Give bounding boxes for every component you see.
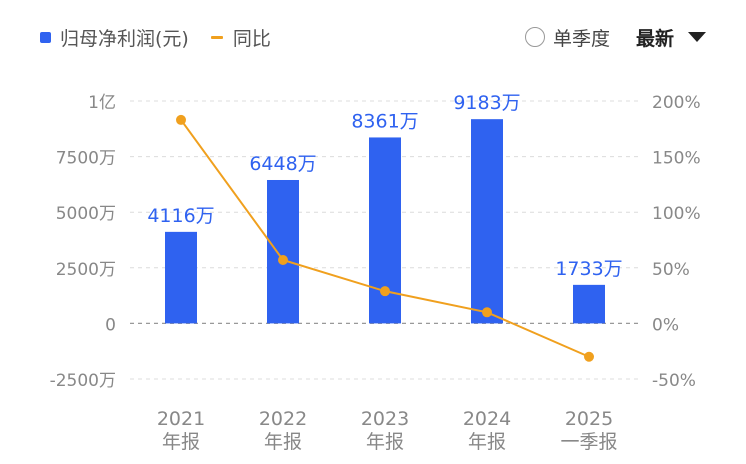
legend-bar-label: 归母净利润(元) <box>60 27 189 50</box>
y-left-tick-label: 1亿 <box>88 93 116 113</box>
chart-controls: 单季度 最新 <box>524 22 706 52</box>
yoy-point <box>482 307 492 318</box>
legend-item-net-profit[interactable]: 归母净利润(元) <box>40 24 189 51</box>
bar-data-label: 8361万 <box>351 110 418 132</box>
x-tick-label-year: 2022 <box>259 408 307 430</box>
bar-data-label: 6448万 <box>249 153 316 175</box>
single-quarter-label: 单季度 <box>552 27 610 50</box>
yoy-point <box>176 114 186 125</box>
chart-legend: 归母净利润(元) 同比 <box>40 22 293 52</box>
bar <box>267 179 299 324</box>
x-tick-label-year: 2025 <box>565 408 613 430</box>
y-right-tick-label: -50% <box>652 371 696 391</box>
bar-data-label: 1733万 <box>555 258 622 280</box>
caret-down-icon <box>688 32 706 42</box>
y-right-tick-label: 150% <box>652 149 701 169</box>
legend-bar-swatch <box>40 31 51 43</box>
legend-line-swatch <box>210 35 223 39</box>
legend-line-label: 同比 <box>232 27 271 50</box>
y-left-tick-label: -2500万 <box>50 371 116 391</box>
y-right-tick-label: 0% <box>652 315 679 335</box>
bar-data-label: 9183万 <box>453 92 520 114</box>
y-left-tick-label: 2500万 <box>56 260 116 280</box>
period-dropdown[interactable]: 最新 <box>636 24 706 51</box>
y-left-tick-label: 7500万 <box>56 149 116 169</box>
bar <box>573 284 605 324</box>
radio-circle-icon <box>524 27 545 47</box>
x-tick-label-year: 2021 <box>157 408 205 430</box>
bar <box>471 119 503 324</box>
yoy-point <box>584 351 594 362</box>
period-dropdown-value: 最新 <box>635 27 674 50</box>
x-tick-label-year: 2024 <box>463 408 511 430</box>
x-tick-label-period: 年报 <box>264 431 302 453</box>
single-quarter-radio[interactable]: 单季度 <box>524 24 610 51</box>
y-right-tick-label: 50% <box>652 260 690 280</box>
x-tick-label-year: 2023 <box>361 408 409 430</box>
yoy-point <box>380 286 390 297</box>
legend-item-yoy[interactable]: 同比 <box>210 24 271 51</box>
x-tick-label-period: 年报 <box>468 431 506 453</box>
x-tick-label-period: 年报 <box>162 431 200 453</box>
y-right-tick-label: 100% <box>652 204 701 224</box>
yoy-point <box>278 255 288 266</box>
bar <box>165 231 197 324</box>
y-left-tick-label: 5000万 <box>56 204 116 224</box>
x-tick-label-period: 一季报 <box>560 431 617 453</box>
y-left-tick-label: 0 <box>105 315 116 335</box>
y-right-tick-label: 200% <box>652 93 701 113</box>
x-tick-label-period: 年报 <box>366 431 404 453</box>
bar-data-label: 4116万 <box>147 205 214 227</box>
